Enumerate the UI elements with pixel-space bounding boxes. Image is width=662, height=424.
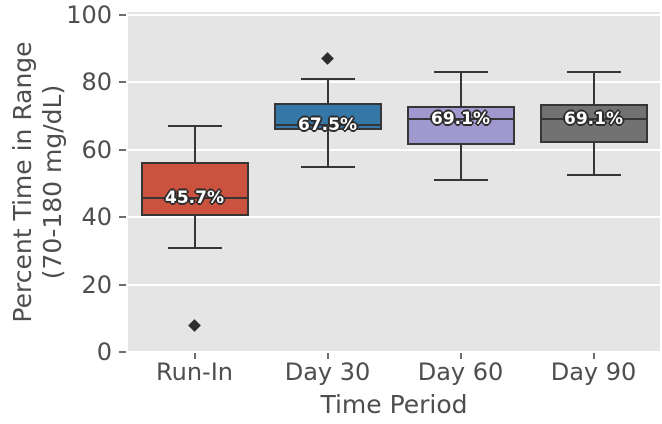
box-0 xyxy=(140,161,249,216)
gridline-y20 xyxy=(128,283,660,286)
y-axis-label: Percent Time in Range (70-180 mg/dL) xyxy=(8,12,68,352)
y-tick-mark-20 xyxy=(119,283,126,286)
y-tick-mark-100 xyxy=(119,14,126,17)
gridline-y100 xyxy=(128,14,660,17)
outlier-0-0 xyxy=(188,318,201,332)
y-tick-mark-60 xyxy=(119,148,126,151)
whisker-cap-top-0 xyxy=(167,125,222,128)
y-tick-label-20: 20 xyxy=(81,270,112,299)
whisker-cap-bottom-1 xyxy=(300,165,355,168)
y-tick-label-40: 40 xyxy=(81,203,112,232)
gridline-y0 xyxy=(128,351,660,352)
box-3 xyxy=(539,104,648,144)
whisker-cap-bottom-2 xyxy=(433,179,488,182)
x-tick-label-1: Day 30 xyxy=(284,358,371,386)
y-tick-label-60: 60 xyxy=(81,135,112,164)
median-label-2: 69.1% xyxy=(431,109,490,130)
gridline-y40 xyxy=(128,216,660,219)
x-tick-mark-0 xyxy=(193,353,196,359)
median-line-1 xyxy=(273,123,382,126)
whisker-cap-top-3 xyxy=(566,71,621,74)
y-tick-mark-0 xyxy=(119,351,126,353)
median-line-0 xyxy=(140,197,249,199)
y-tick-mark-80 xyxy=(119,81,126,84)
y-tick-label-80: 80 xyxy=(81,68,112,97)
whisker-cap-bottom-0 xyxy=(167,246,222,249)
gridline-y60 xyxy=(128,148,660,151)
median-label-1: 67.5% xyxy=(298,114,357,135)
median-label-3: 69.1% xyxy=(564,109,623,130)
plot-area: 45.7% 67.5% 69.1% 69.1% xyxy=(128,12,660,352)
y-tick-label-100: 100 xyxy=(66,1,112,30)
y-axis-label-line1: Percent Time in Range xyxy=(8,41,37,323)
x-tick-label-2: Day 60 xyxy=(417,358,504,386)
whisker-cap-top-1 xyxy=(300,78,355,81)
whisker-cap-bottom-3 xyxy=(566,174,621,177)
x-tick-label-0: Run-In xyxy=(156,358,233,386)
outlier-1-0 xyxy=(321,52,334,66)
x-tick-label-3: Day 90 xyxy=(550,358,637,386)
y-tick-label-0: 0 xyxy=(96,338,112,366)
y-axis-label-line2: (70-180 mg/dL) xyxy=(38,84,67,280)
median-label-0: 45.7% xyxy=(165,188,224,208)
x-tick-mark-1 xyxy=(326,353,329,359)
gridline-y80 xyxy=(128,81,660,84)
median-line-3 xyxy=(539,118,648,121)
x-axis-label: Time Period xyxy=(320,390,468,419)
box-2 xyxy=(406,106,515,145)
y-tick-mark-40 xyxy=(119,216,126,219)
whisker-cap-top-2 xyxy=(433,71,488,74)
x-tick-mark-2 xyxy=(459,353,462,359)
x-tick-mark-3 xyxy=(592,353,595,359)
median-line-2 xyxy=(406,118,515,121)
